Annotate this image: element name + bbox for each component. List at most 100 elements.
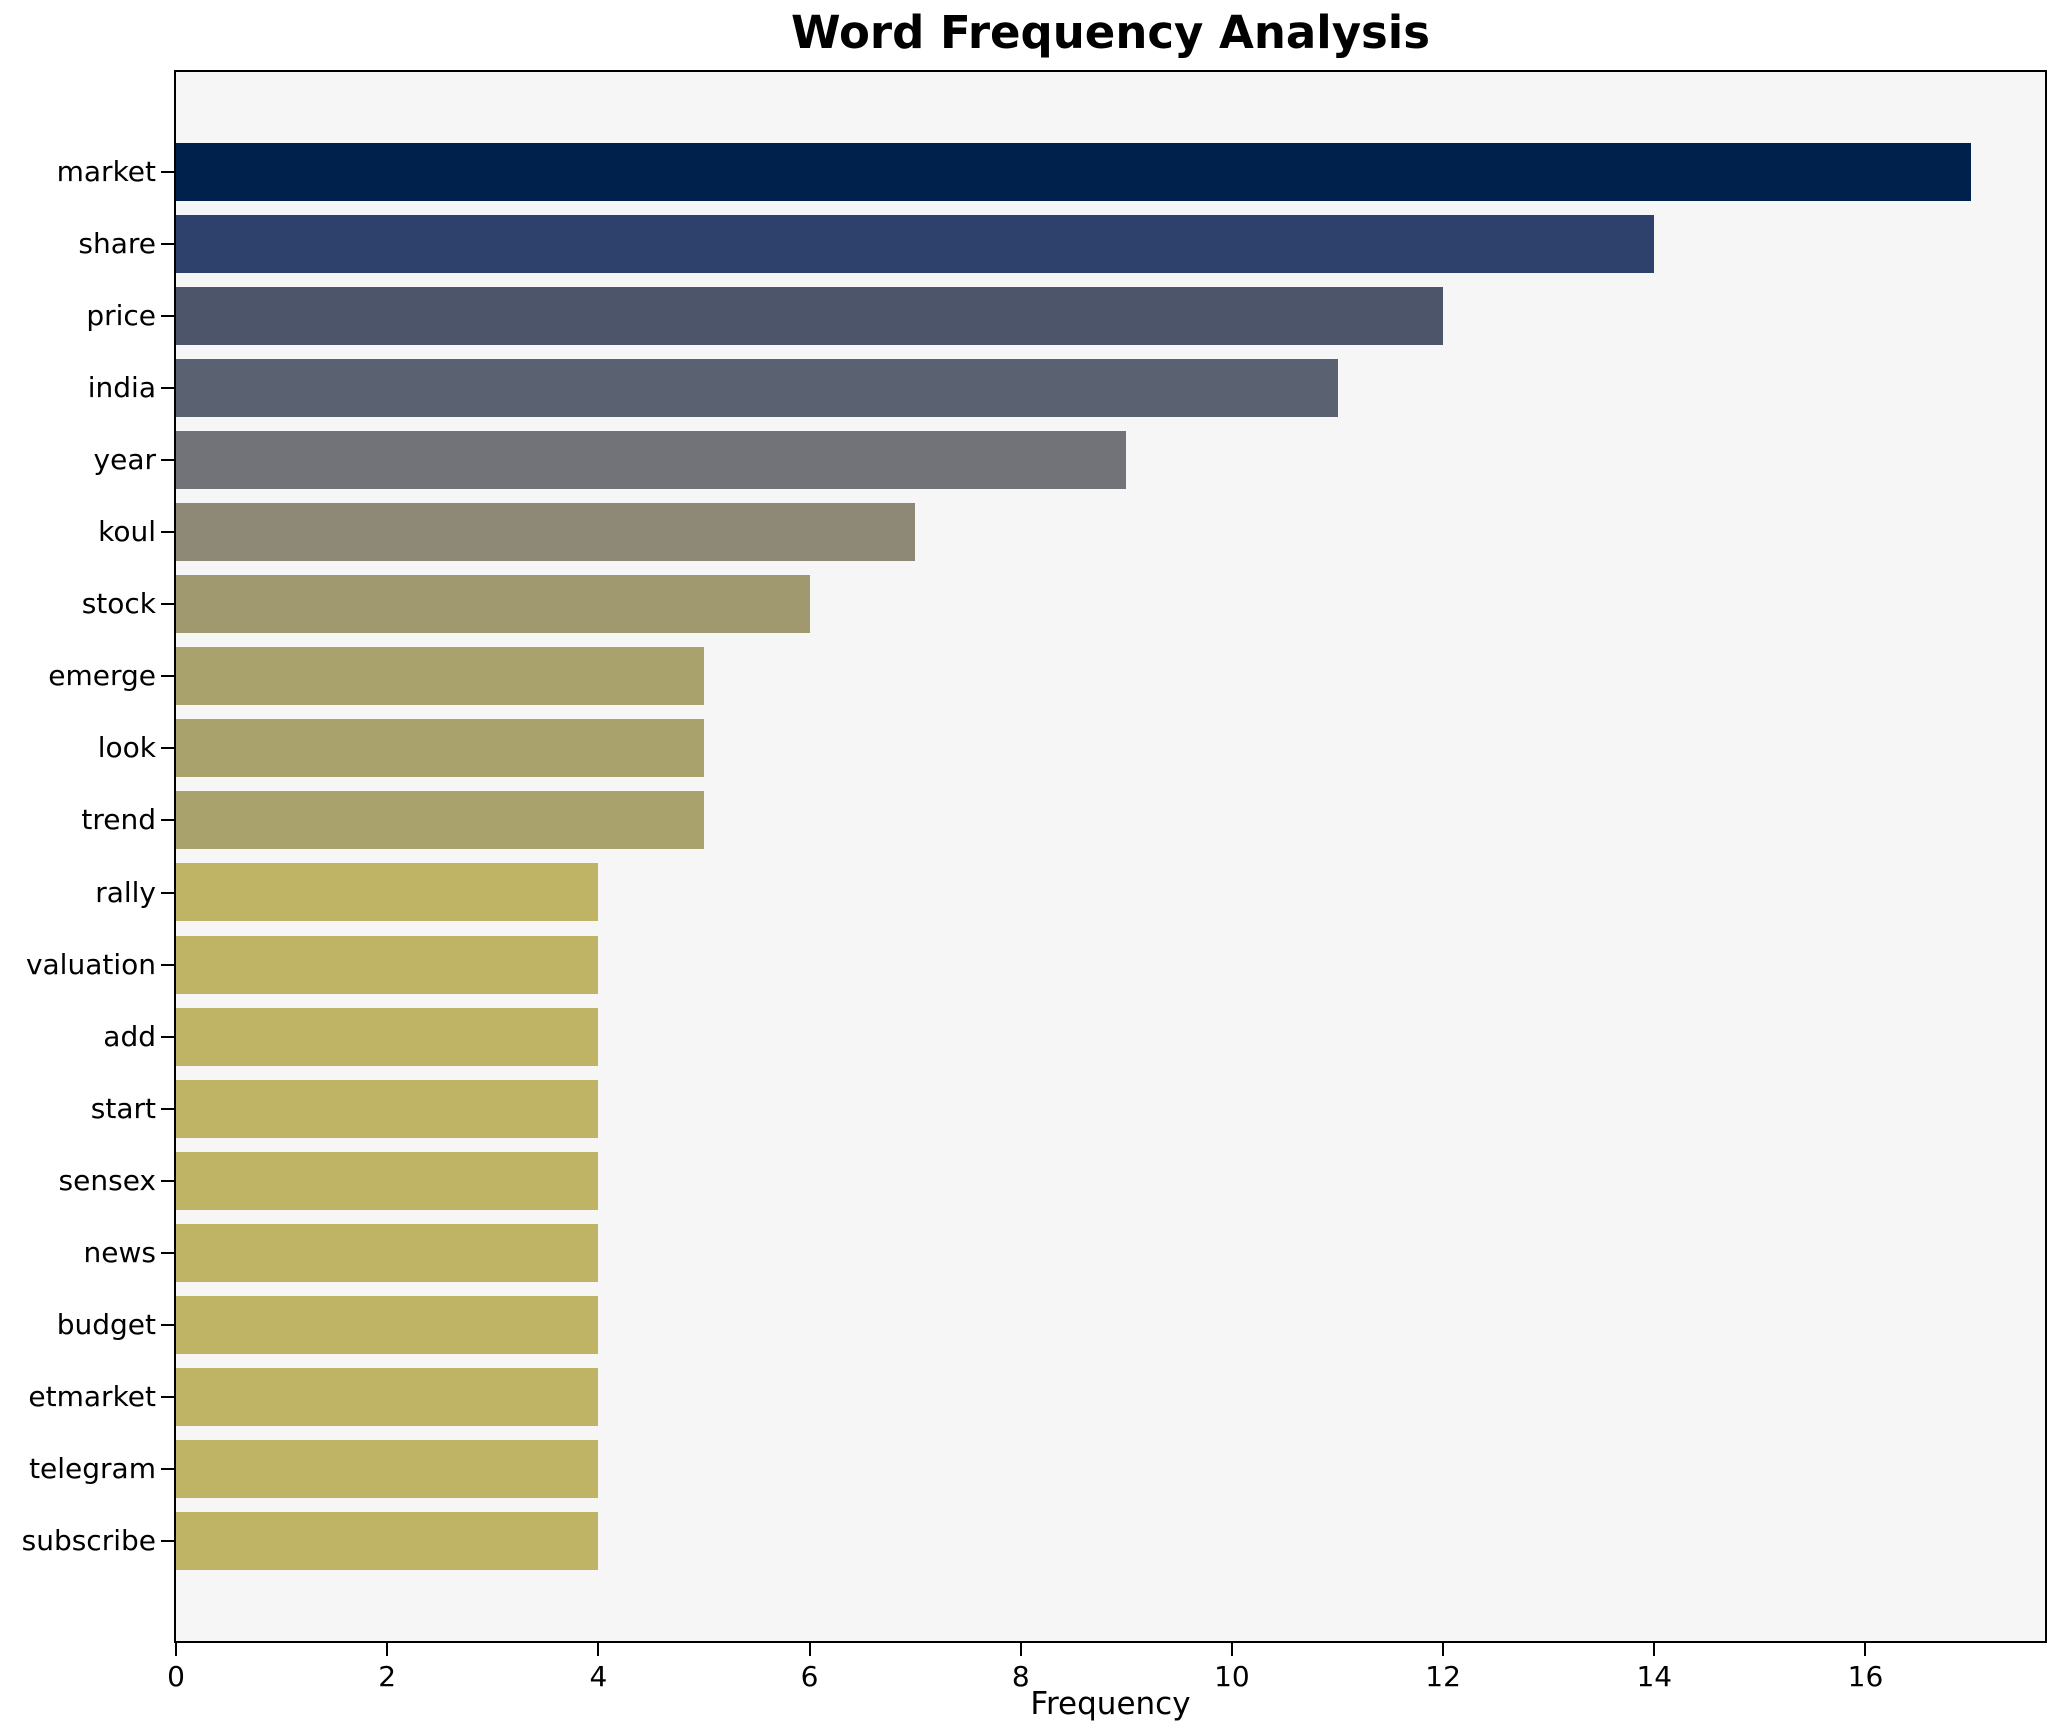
y-tick-mark	[161, 1323, 174, 1326]
x-tick-mark	[1230, 1643, 1233, 1656]
y-tick-mark	[161, 675, 174, 678]
chart-title: Word Frequency Analysis	[790, 6, 1431, 59]
bar-row	[176, 208, 2045, 280]
bar-india	[176, 359, 1338, 418]
y-tick-label-valuation: valuation	[25, 947, 156, 981]
y-tick-label-market: market	[56, 155, 156, 189]
x-tick-mark	[808, 1643, 811, 1656]
y-tick-mark	[161, 1395, 174, 1398]
bar-row	[176, 929, 2045, 1001]
y-tick-label-share: share	[78, 227, 156, 261]
y-tick-mark	[161, 459, 174, 462]
y-tick-label-add: add	[103, 1019, 156, 1053]
y-tick-mark	[161, 603, 174, 606]
bar-trend	[176, 791, 704, 850]
y-tick-mark	[161, 747, 174, 750]
bar-rally	[176, 863, 599, 922]
x-tick-label-16: 16	[1847, 1660, 1884, 1693]
bar-look	[176, 719, 704, 778]
x-tick-label-6: 6	[800, 1660, 819, 1693]
bar-subscribe	[176, 1511, 599, 1570]
y-tick-mark	[161, 1467, 174, 1470]
bar-valuation	[176, 935, 599, 994]
bar-row	[176, 496, 2045, 568]
bar-price	[176, 287, 1444, 346]
x-tick-label-2: 2	[378, 1660, 397, 1693]
y-tick-label-telegram: telegram	[29, 1451, 156, 1485]
y-tick-label-trend: trend	[81, 803, 156, 837]
bar-news	[176, 1223, 599, 1282]
y-tick-mark	[161, 171, 174, 174]
bar-stock	[176, 575, 810, 634]
bar-sensex	[176, 1151, 599, 1210]
x-tick-label-4: 4	[589, 1660, 608, 1693]
y-tick-label-look: look	[97, 731, 156, 765]
x-axis-label: Frequency	[1030, 1686, 1191, 1722]
x-tick-mark	[1864, 1643, 1867, 1656]
y-tick-label-koul: koul	[98, 515, 156, 549]
y-tick-label-rally: rally	[95, 875, 156, 909]
y-tick-label-india: india	[87, 371, 156, 405]
bar-row	[176, 424, 2045, 496]
bar-row	[176, 1073, 2045, 1145]
bar-row	[176, 1001, 2045, 1073]
bar-row	[176, 136, 2045, 208]
x-tick-mark	[1653, 1643, 1656, 1656]
x-tick-label-8: 8	[1011, 1660, 1030, 1693]
bar-rows	[176, 72, 2045, 1641]
bar-row	[176, 1289, 2045, 1361]
bar-start	[176, 1079, 599, 1138]
x-tick-label-12: 12	[1425, 1660, 1461, 1693]
y-tick-mark	[161, 243, 174, 246]
bar-row	[176, 784, 2045, 856]
bar-telegram	[176, 1439, 599, 1498]
bar-etmarket	[176, 1367, 599, 1426]
bar-share	[176, 215, 1655, 274]
bar-row	[176, 1433, 2045, 1505]
y-tick-label-news: news	[83, 1235, 156, 1269]
y-tick-mark	[161, 1035, 174, 1038]
y-tick-mark	[161, 963, 174, 966]
y-tick-mark	[161, 819, 174, 822]
bar-row	[176, 1505, 2045, 1577]
bar-budget	[176, 1295, 599, 1354]
bar-emerge	[176, 647, 704, 706]
y-tick-label-emerge: emerge	[48, 659, 156, 693]
y-tick-mark	[161, 315, 174, 318]
x-tick-mark	[175, 1643, 177, 1656]
y-tick-label-budget: budget	[56, 1307, 156, 1341]
plot-area	[174, 70, 2047, 1643]
x-tick-mark	[597, 1643, 600, 1656]
y-tick-label-sensex: sensex	[58, 1163, 156, 1197]
bar-row	[176, 1217, 2045, 1289]
bar-row	[176, 640, 2045, 712]
y-tick-mark	[161, 387, 174, 390]
bar-row	[176, 280, 2045, 352]
y-tick-label-year: year	[93, 443, 156, 477]
x-tick-label-14: 14	[1636, 1660, 1673, 1693]
x-tick-mark	[1019, 1643, 1022, 1656]
bar-add	[176, 1007, 599, 1066]
bar-row	[176, 1361, 2045, 1433]
y-tick-label-etmarket: etmarket	[28, 1379, 156, 1413]
y-tick-mark	[161, 531, 174, 534]
x-tick-mark	[386, 1643, 389, 1656]
y-tick-mark	[161, 1107, 174, 1110]
x-tick-label-0: 0	[167, 1660, 185, 1693]
bar-row	[176, 1145, 2045, 1217]
bar-koul	[176, 503, 916, 562]
x-tick-label-10: 10	[1214, 1660, 1250, 1693]
bar-year	[176, 431, 1127, 490]
y-tick-mark	[161, 891, 174, 894]
bar-row	[176, 352, 2045, 424]
y-tick-label-subscribe: subscribe	[21, 1523, 156, 1557]
y-tick-mark	[161, 1179, 174, 1182]
bar-row	[176, 856, 2045, 928]
bar-row	[176, 568, 2045, 640]
y-tick-label-stock: stock	[81, 587, 156, 621]
bar-row	[176, 712, 2045, 784]
y-tick-mark	[161, 1539, 174, 1542]
y-tick-label-price: price	[86, 299, 156, 333]
bar-market	[176, 143, 1972, 202]
